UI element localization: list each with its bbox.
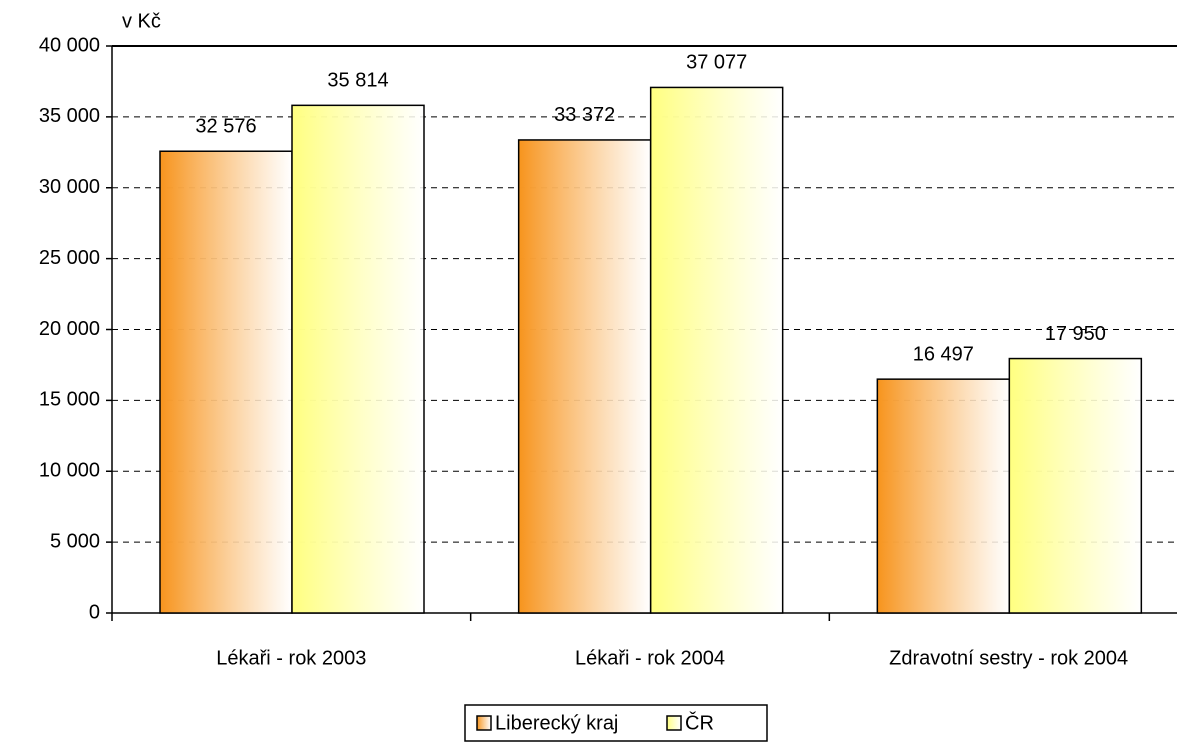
- value-label: 35 814: [327, 70, 388, 92]
- y-tick-label: 15 000: [39, 389, 100, 411]
- bar: [159, 150, 293, 614]
- bar: [517, 139, 652, 614]
- value-label: 17 950: [1045, 323, 1106, 345]
- x-tick-label: Lékaři - rok 2003: [216, 647, 366, 669]
- y-tick-label: 0: [89, 601, 100, 623]
- legend-swatch: [476, 715, 492, 731]
- value-label: 32 576: [195, 116, 256, 138]
- legend: Liberecký kraj ČR: [464, 704, 768, 742]
- y-tick-label: 5 000: [50, 530, 100, 552]
- y-tick-label: 35 000: [39, 105, 100, 127]
- x-tick-label: Lékaři - rok 2004: [575, 647, 725, 669]
- legend-label: ČR: [685, 711, 714, 734]
- bar: [649, 86, 784, 614]
- value-label: 33 372: [554, 104, 615, 126]
- value-label: 37 077: [686, 52, 747, 74]
- legend-swatch: [666, 715, 682, 731]
- y-tick-label: 40 000: [39, 34, 100, 56]
- unit-label: v Kč: [122, 10, 161, 32]
- legend-label: Liberecký kraj: [495, 712, 618, 734]
- bar: [291, 104, 425, 614]
- y-tick-label: 30 000: [39, 176, 100, 198]
- bar: [1008, 357, 1143, 614]
- bar: [876, 378, 1011, 614]
- y-tick-label: 20 000: [39, 318, 100, 340]
- y-tick-label: 10 000: [39, 460, 100, 482]
- y-tick-label: 25 000: [39, 247, 100, 269]
- legend-box: [464, 704, 768, 742]
- value-label: 16 497: [913, 343, 974, 365]
- x-tick-label: Zdravotní sestry - rok 2004: [889, 647, 1128, 669]
